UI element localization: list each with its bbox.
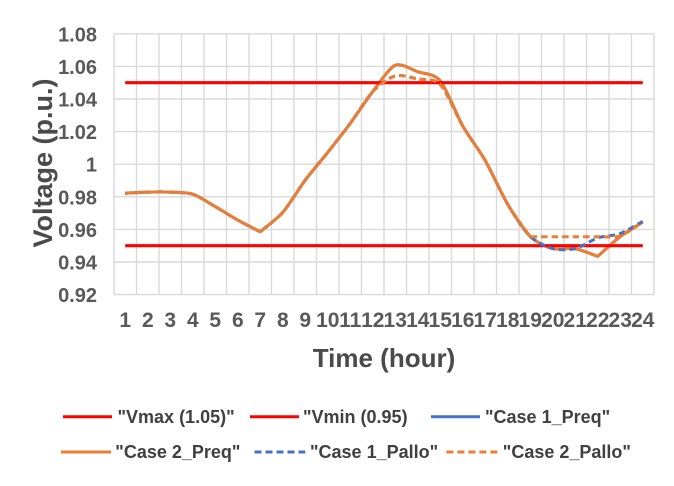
svg-text:10: 10	[316, 309, 339, 332]
svg-text:1.06: 1.06	[58, 57, 97, 79]
svg-text:1.02: 1.02	[58, 122, 97, 144]
svg-text:11: 11	[339, 309, 362, 332]
svg-text:18: 18	[496, 309, 520, 332]
svg-text:"Case 1_Pallo": "Case 1_Pallo"	[310, 442, 438, 462]
svg-text:0.98: 0.98	[58, 187, 97, 209]
svg-text:13: 13	[384, 309, 407, 332]
svg-text:19: 19	[519, 309, 542, 332]
svg-text:8: 8	[277, 309, 289, 332]
svg-text:21: 21	[564, 309, 588, 332]
svg-text:16: 16	[451, 309, 474, 332]
svg-text:5: 5	[209, 309, 221, 332]
svg-text:1: 1	[86, 155, 97, 177]
svg-text:7: 7	[254, 309, 266, 332]
svg-text:0.92: 0.92	[58, 285, 97, 307]
svg-text:9: 9	[299, 309, 311, 332]
svg-text:1: 1	[119, 309, 131, 332]
svg-text:4: 4	[187, 309, 199, 332]
svg-text:0.94: 0.94	[58, 253, 98, 275]
svg-text:12: 12	[361, 309, 384, 332]
svg-text:"Vmin (0.95): "Vmin (0.95)	[303, 407, 408, 427]
svg-text:"Case 2_Preq": "Case 2_Preq"	[115, 442, 240, 462]
svg-text:14: 14	[406, 309, 430, 332]
svg-text:23: 23	[609, 309, 632, 332]
svg-text:17: 17	[474, 309, 497, 332]
svg-text:24: 24	[631, 309, 655, 332]
svg-text:"Case 2_Pallo": "Case 2_Pallo"	[503, 442, 631, 462]
svg-text:1.08: 1.08	[58, 24, 97, 46]
svg-text:3: 3	[164, 309, 176, 332]
svg-text:0.96: 0.96	[58, 220, 97, 242]
svg-text:"Vmax (1.05)": "Vmax (1.05)"	[118, 407, 235, 427]
svg-text:22: 22	[586, 309, 609, 332]
svg-text:"Case 1_Preq": "Case 1_Preq"	[485, 407, 610, 427]
svg-text:Voltage (p.u.): Voltage (p.u.)	[28, 79, 58, 248]
svg-text:2: 2	[142, 309, 154, 332]
svg-text:15: 15	[429, 309, 453, 332]
svg-text:20: 20	[541, 309, 564, 332]
svg-text:1.04: 1.04	[58, 90, 98, 112]
svg-text:Time (hour): Time (hour)	[313, 343, 456, 373]
svg-text:6: 6	[232, 309, 244, 332]
